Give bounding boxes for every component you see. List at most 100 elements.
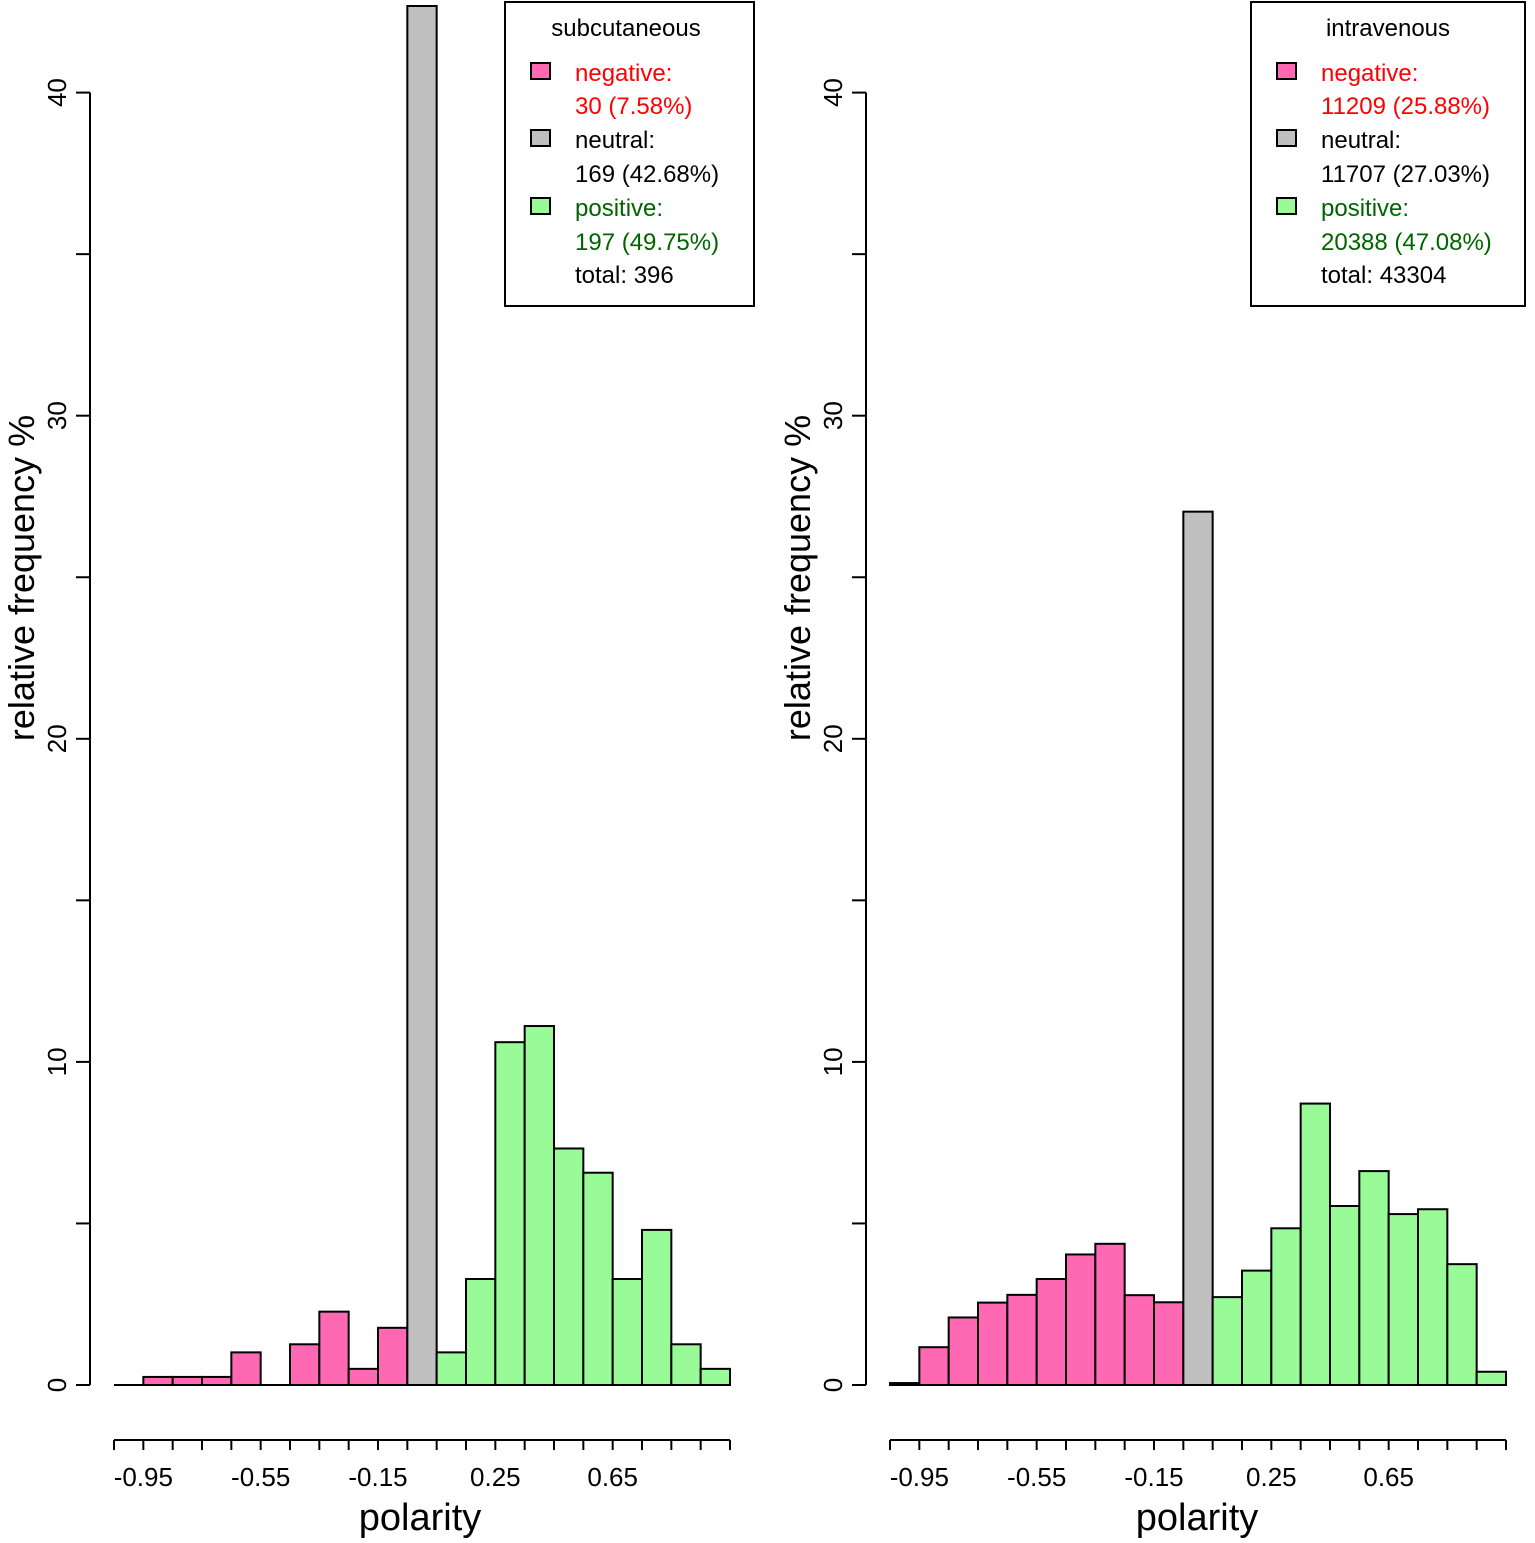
bar-positive [465, 1278, 497, 1386]
legend-swatch-positive [1276, 197, 1297, 215]
y-tick-label: 40 [42, 78, 72, 107]
x-tick-label: 0.25 [1246, 1462, 1297, 1492]
legend-title: subcutaneous [551, 15, 700, 42]
bar-positive [1387, 1213, 1419, 1387]
x-axis-label: polarity [359, 1497, 482, 1538]
bar-neutral [1182, 510, 1214, 1387]
bar-negative [318, 1310, 350, 1386]
y-tick-label: 20 [42, 724, 72, 753]
bar-negative [171, 1375, 204, 1387]
bar-positive [1417, 1208, 1449, 1386]
y-axis-label: relative frequency % [777, 415, 818, 741]
bar-negative [889, 1382, 921, 1387]
y-tick-label: 20 [818, 724, 848, 753]
x-tick-label: 0.65 [1363, 1462, 1414, 1492]
legend-swatch-neutral [530, 129, 551, 147]
y-tick-label: 30 [42, 401, 72, 430]
legend-label-neutral: neutral: [1321, 127, 1401, 154]
legend-swatch-negative [530, 62, 551, 80]
legend-swatch-positive [530, 197, 551, 215]
x-tick-label: -0.15 [348, 1462, 407, 1492]
x-tick-label: -0.15 [1124, 1462, 1183, 1492]
bar-positive [523, 1025, 556, 1386]
x-tick-label: 0.65 [587, 1462, 638, 1492]
bar-positive [611, 1278, 644, 1386]
y-tick-label: 30 [818, 401, 848, 430]
x-axis-label: polarity [1136, 1497, 1259, 1538]
legend: subcutaneous negative: 30 (7.58%) neutra… [504, 1, 755, 307]
bar-negative [230, 1351, 262, 1387]
legend-detail-neutral: 169 (42.68%) [575, 161, 719, 188]
legend-detail-negative: 30 (7.58%) [575, 93, 692, 120]
legend: intravenous negative: 11209 (25.88%) neu… [1250, 1, 1526, 307]
y-axis: 0 10 20 30 40 [42, 78, 91, 1392]
bar-negative [1153, 1301, 1185, 1387]
x-tick-label: -0.55 [1007, 1462, 1066, 1492]
x-tick-label: 0.25 [470, 1462, 521, 1492]
legend-detail-positive: 20388 (47.08%) [1321, 229, 1492, 256]
legend-detail-negative: 11209 (25.88%) [1321, 93, 1490, 120]
y-tick-label: 0 [818, 1378, 848, 1392]
x-axis: -0.95 -0.55 -0.15 0.25 0.65 [113, 1439, 731, 1492]
legend-label-negative: negative: [1321, 60, 1418, 87]
bar-positive [582, 1171, 614, 1387]
legend-label-negative: negative: [575, 60, 672, 87]
legend-label-neutral: neutral: [575, 127, 655, 154]
bar-positive [494, 1041, 526, 1386]
legend-total: total: 43304 [1321, 262, 1446, 289]
bar-negative [918, 1346, 950, 1386]
bar-negative [1065, 1253, 1097, 1386]
legend-detail-neutral: 11707 (27.03%) [1321, 161, 1490, 188]
bar-positive [1475, 1370, 1507, 1386]
bar-positive [1446, 1263, 1478, 1386]
bar-positive [1211, 1296, 1243, 1386]
bar-negative [1123, 1294, 1155, 1387]
bar-series [114, 5, 732, 1387]
chart-panel-subcutaneous: relative frequency % polarity 010203040 … [1, 1, 755, 1539]
bar-positive [699, 1367, 732, 1386]
x-tick-label: -0.55 [231, 1462, 290, 1492]
bar-positive [435, 1351, 467, 1387]
x-axis: -0.95 -0.55 -0.15 0.25 0.65 [889, 1439, 1507, 1492]
bar-negative [201, 1375, 233, 1387]
bar-negative [1094, 1242, 1126, 1386]
chart-panel-intravenous: relative frequency % polarity 010203040 … [777, 1, 1526, 1539]
legend-box [504, 1, 755, 307]
legend-total: total: 396 [575, 262, 674, 289]
bar-negative [1035, 1278, 1067, 1386]
bar-series [889, 510, 1507, 1387]
legend-label-positive: positive: [575, 195, 663, 222]
y-axis: 0 10 20 30 40 [818, 78, 867, 1392]
bar-positive [1241, 1269, 1273, 1386]
bar-negative [947, 1316, 980, 1387]
bar-positive [670, 1343, 702, 1387]
bar-positive [1270, 1227, 1302, 1386]
y-tick-label: 0 [42, 1378, 72, 1392]
bar-negative [977, 1301, 1009, 1387]
bar-negative [1006, 1293, 1038, 1386]
bar-positive [1299, 1102, 1331, 1386]
bar-negative [142, 1375, 174, 1387]
legend-title: intravenous [1326, 15, 1450, 42]
bar-negative [289, 1343, 321, 1387]
y-tick-label: 10 [42, 1047, 72, 1076]
bar-positive [1329, 1205, 1361, 1387]
legend-label-positive: positive: [1321, 195, 1409, 222]
legend-box [1250, 1, 1526, 307]
y-tick-label: 10 [818, 1047, 848, 1076]
y-axis-label: relative frequency % [1, 415, 42, 741]
bar-positive [1358, 1170, 1390, 1386]
x-tick-label: -0.95 [114, 1462, 173, 1492]
bar-negative [377, 1326, 409, 1386]
legend-swatch-negative [1276, 62, 1297, 80]
x-tick-label: -0.95 [890, 1462, 949, 1492]
legend-swatch-neutral [1276, 129, 1297, 147]
legend-detail-positive: 197 (49.75%) [575, 229, 719, 256]
y-tick-label: 40 [818, 78, 848, 107]
bar-negative [347, 1367, 379, 1386]
bar-neutral [406, 5, 438, 1386]
bar-positive [553, 1147, 585, 1387]
bar-positive [641, 1228, 673, 1387]
